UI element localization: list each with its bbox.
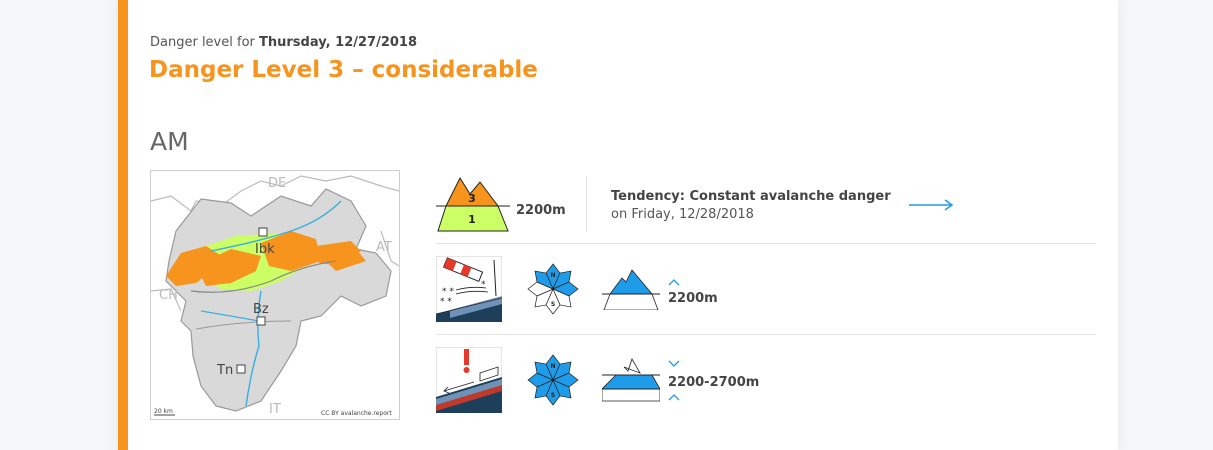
problem-elevation: 2200-2700m	[668, 375, 760, 390]
label-at: AT	[376, 240, 392, 255]
divider-1	[436, 243, 1096, 244]
chevron-up-icon	[668, 279, 680, 286]
danger-level-mountain-icon: 3 1	[436, 176, 510, 232]
label-de: DE	[268, 176, 286, 191]
label-tn: Tn	[216, 363, 233, 378]
river-adige	[245, 290, 262, 407]
forecast-date: Thursday, 12/27/2018	[259, 35, 418, 50]
svg-text:* *: * *	[442, 287, 454, 297]
river-inn	[210, 200, 342, 252]
tendency-block[interactable]: Tendency: Constant avalanche danger on F…	[611, 189, 891, 222]
tendency-title: Tendency: Constant avalanche danger	[611, 189, 891, 204]
zone-level3-east2	[326, 249, 366, 271]
danger-rating-row: 3 1 2200m Tendency: Constant avalanche d…	[436, 176, 1096, 242]
label-it: IT	[269, 402, 281, 417]
danger-accent-bar	[118, 0, 128, 450]
danger-card: Danger level for Thursday, 12/27/2018 Da…	[118, 0, 1118, 450]
elevation-above-icon	[602, 269, 660, 310]
aspect-compass-icon: N S	[527, 263, 579, 315]
tendency-date: on Friday, 12/28/2018	[611, 207, 754, 222]
divider-2	[436, 334, 1096, 335]
svg-text:S: S	[551, 392, 555, 399]
map-scale-label: 20 km	[154, 408, 173, 415]
svg-text:* *: * *	[440, 297, 452, 307]
label-ibk: Ibk	[255, 242, 275, 257]
aspect-compass-icon: N S	[527, 354, 579, 406]
wind-slab-icon: * * * * *	[436, 256, 502, 322]
river-west	[200, 310, 260, 322]
internal-border	[190, 260, 337, 293]
label-bz: Bz	[253, 302, 269, 317]
period-label: AM	[150, 127, 189, 156]
region-map[interactable]: DE AT CH IT Ibk Bz Tn 20 km CC BY avalan…	[150, 170, 400, 420]
elevation-band-icon	[602, 358, 660, 402]
date-prefix: Danger level for	[150, 35, 255, 50]
region-map-graphic: DE AT CH IT Ibk Bz Tn 20 km CC BY avalan…	[151, 175, 399, 417]
upper-level-number: 3	[468, 192, 476, 205]
neighbor-border-east	[380, 230, 399, 267]
chevron-up-icon	[668, 394, 680, 401]
danger-elevation: 2200m	[516, 203, 566, 218]
row-divider	[586, 176, 587, 232]
date-line: Danger level for Thursday, 12/27/2018	[150, 35, 417, 50]
euregio-area	[165, 188, 392, 412]
danger-level-title: Danger Level 3 – considerable	[149, 57, 538, 83]
avalanche-problem-row: * * * * * N S 2200m	[436, 256, 1096, 326]
internal-border-south	[195, 320, 292, 330]
zone-level3-center	[196, 249, 261, 286]
city-marker-tn	[236, 364, 246, 374]
label-ch: CH	[159, 288, 178, 303]
zone-level3-north	[261, 231, 321, 271]
neighbor-border-west	[151, 288, 182, 312]
lower-level-number: 1	[468, 213, 476, 226]
chevron-down-icon	[668, 360, 680, 367]
map-credit: CC BY avalanche.report	[321, 410, 392, 417]
city-marker-bz	[256, 316, 266, 326]
svg-text:N: N	[550, 272, 555, 279]
tendency-arrow-icon	[909, 199, 954, 211]
avalanche-problem-row: N S 2200-2700m	[436, 347, 1096, 417]
svg-text:N: N	[550, 363, 555, 370]
persistent-weak-layers-icon	[436, 347, 502, 413]
problem-elevation: 2200m	[668, 291, 718, 306]
zone-level3-east	[316, 241, 361, 266]
svg-text:S: S	[551, 301, 555, 308]
city-marker-ibk	[258, 227, 268, 237]
svg-text:*: *	[481, 280, 486, 290]
